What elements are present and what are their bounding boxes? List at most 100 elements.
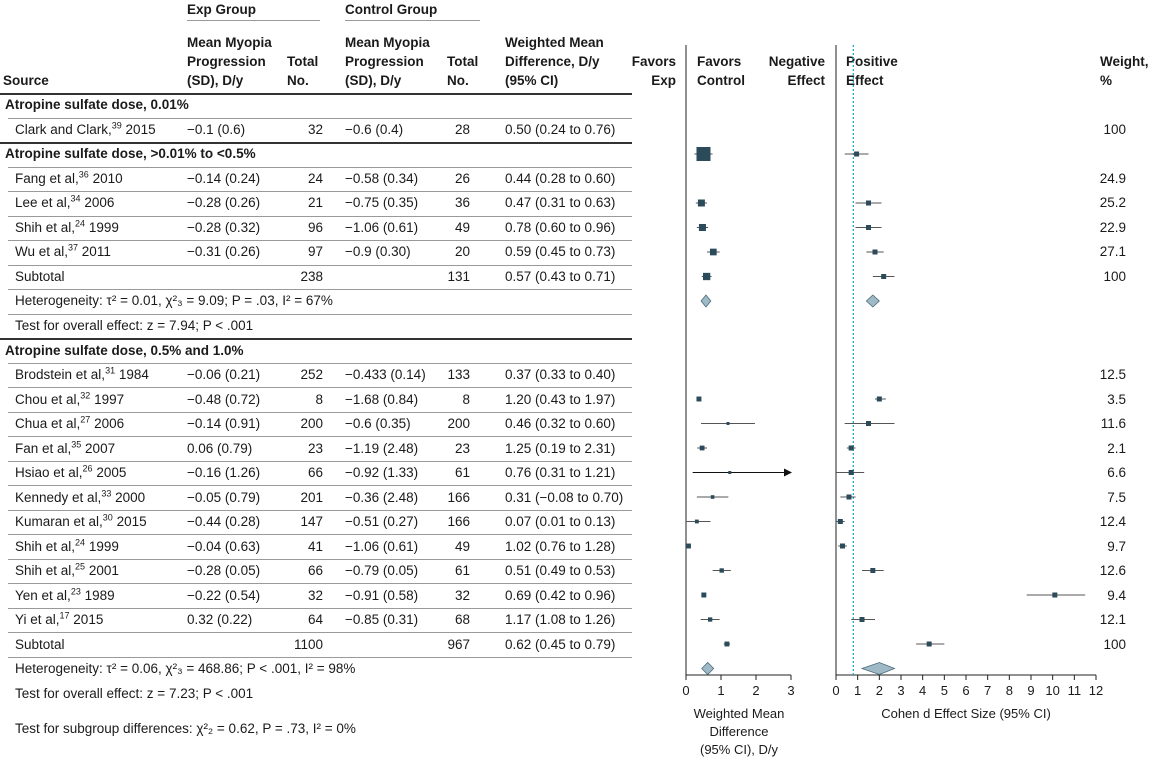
ctl-mean-header-l3: (SD), D/y xyxy=(345,73,402,88)
exp-mean-sd: −0.28 (0.32) xyxy=(187,220,261,235)
study-ref: 30 xyxy=(102,512,113,523)
weight-value: 11.6 xyxy=(1100,416,1126,431)
exp-total: 147 xyxy=(300,514,323,529)
x-tick-label: 5 xyxy=(941,683,948,698)
study-source: Kennedy et al,33 2000 xyxy=(15,488,146,506)
x-tick-label: 11 xyxy=(1068,683,1082,698)
study-year: 2006 xyxy=(90,416,125,431)
study-year: 2015 xyxy=(121,122,156,137)
point-estimate xyxy=(848,445,854,451)
study-ref: 33 xyxy=(101,488,112,499)
exp-total: 8 xyxy=(315,392,323,407)
x-axis-label: (95% CI), D/y xyxy=(700,742,779,757)
study-ref: 24 xyxy=(75,537,86,548)
ctl-mean-sd: −0.92 (1.33) xyxy=(345,465,419,480)
point-estimate xyxy=(846,494,852,500)
positive-effect-header-l2: Effect xyxy=(846,73,884,88)
study-name: Fan et al, xyxy=(15,441,72,456)
weight-value: 100 xyxy=(1103,122,1126,137)
ctl-mean-header-l1: Mean Myopia xyxy=(345,35,430,50)
ctl-mean-sd: −0.75 (0.35) xyxy=(345,195,419,210)
study-source: Chua et al,27 2006 xyxy=(15,415,125,432)
ctl-total: 23 xyxy=(454,441,470,456)
ctl-total: 49 xyxy=(454,220,470,235)
x-tick-label: 12 xyxy=(1089,683,1103,698)
weight-value: 2.1 xyxy=(1107,441,1126,456)
study-year: 1999 xyxy=(85,539,119,554)
group-label: Atropine sulfate dose, >0.01% to <0.5% xyxy=(5,146,256,161)
wmd-value: 1.25 (0.19 to 2.31) xyxy=(505,441,616,456)
weight-value: 3.5 xyxy=(1107,392,1126,407)
ctl-mean-sd: −0.79 (0.05) xyxy=(345,563,419,578)
point-estimate xyxy=(696,396,702,402)
study-year: 2000 xyxy=(111,490,146,505)
point-estimate xyxy=(872,249,878,255)
exp-mean-sd: −0.14 (0.24) xyxy=(187,171,261,186)
row-divider-4 xyxy=(8,216,632,217)
exp-mean-sd: −0.1 (0.6) xyxy=(187,122,246,137)
point-estimate xyxy=(866,225,871,230)
exp-total: 41 xyxy=(307,539,323,554)
exp-total: 96 xyxy=(307,220,323,235)
exp-mean-sd: −0.44 (0.28) xyxy=(187,514,261,529)
row-divider-2 xyxy=(8,167,632,168)
study-name: Wu et al, xyxy=(15,244,69,259)
study-ref: 32 xyxy=(80,390,91,401)
study-name: Shih et al, xyxy=(15,539,76,554)
x-axis-label: Weighted Mean xyxy=(694,706,785,721)
favors-control-header-l2: Control xyxy=(697,73,745,88)
study-name: Chou et al, xyxy=(15,392,81,407)
study-ref: 24 xyxy=(75,218,86,229)
weight-value: 22.9 xyxy=(1099,220,1126,235)
exp-mean-sd: −0.04 (0.63) xyxy=(187,539,261,554)
wmd-value: 0.62 (0.45 to 0.79) xyxy=(505,637,616,652)
ctl-total: 166 xyxy=(447,514,470,529)
row-divider-5 xyxy=(8,240,632,241)
study-source: Shih et al,24 1999 xyxy=(15,218,119,236)
wmd-value: 0.37 (0.33 to 0.40) xyxy=(505,367,616,382)
exp-mean-sd: −0.14 (0.91) xyxy=(187,416,261,431)
x-tick-label: 2 xyxy=(876,683,883,698)
study-name: Shih et al, xyxy=(15,563,76,578)
wmd-value: 0.44 (0.28 to 0.60) xyxy=(505,171,616,186)
ctl-mean-sd: −0.36 (2.48) xyxy=(345,490,419,505)
ctl-mean-sd: −0.58 (0.34) xyxy=(345,171,419,186)
point-estimate xyxy=(866,421,871,426)
ctl-total: 131 xyxy=(447,269,470,284)
ctl-total: 32 xyxy=(454,588,470,603)
point-estimate xyxy=(724,641,730,647)
exp-total: 64 xyxy=(307,612,323,627)
study-name: Kumaran et al, xyxy=(15,514,103,529)
study-year: 1997 xyxy=(90,392,125,407)
wmd-value: 0.31 (−0.08 to 0.70) xyxy=(505,490,624,505)
point-estimate xyxy=(719,568,724,573)
ctl-mean-sd: −0.433 (0.14) xyxy=(345,367,426,382)
row-divider-16 xyxy=(8,534,632,535)
exp-mean-sd: −0.16 (1.26) xyxy=(187,465,261,480)
favors-control-header-l1: Favors xyxy=(697,54,742,69)
point-estimate xyxy=(696,147,711,161)
exp-total: 238 xyxy=(300,269,323,284)
exp-mean-header-l2: Progression xyxy=(187,54,266,69)
point-estimate xyxy=(870,568,876,573)
wmd-value: 0.47 (0.31 to 0.63) xyxy=(505,195,616,210)
point-estimate xyxy=(694,519,699,524)
weight-value: 9.7 xyxy=(1107,539,1126,554)
x-tick-label: 3 xyxy=(787,683,794,698)
row-divider-17 xyxy=(8,559,632,560)
study-year: 2010 xyxy=(88,171,123,186)
x-tick-label: 1 xyxy=(717,683,724,698)
wmd-value: 0.76 (0.31 to 1.21) xyxy=(505,465,616,480)
weight-header-l1: Weight, xyxy=(1100,54,1149,69)
row-divider-20 xyxy=(8,632,632,633)
point-estimate xyxy=(699,445,705,451)
source-header: Source xyxy=(3,73,49,88)
x-tick-label: 9 xyxy=(1027,683,1034,698)
ctl-mean-header-l2: Progression xyxy=(345,54,424,69)
row-divider-11 xyxy=(8,412,632,413)
wmd-value: 0.69 (0.42 to 0.96) xyxy=(505,588,616,603)
row-divider-14 xyxy=(8,485,632,486)
row-divider-15 xyxy=(8,510,632,511)
